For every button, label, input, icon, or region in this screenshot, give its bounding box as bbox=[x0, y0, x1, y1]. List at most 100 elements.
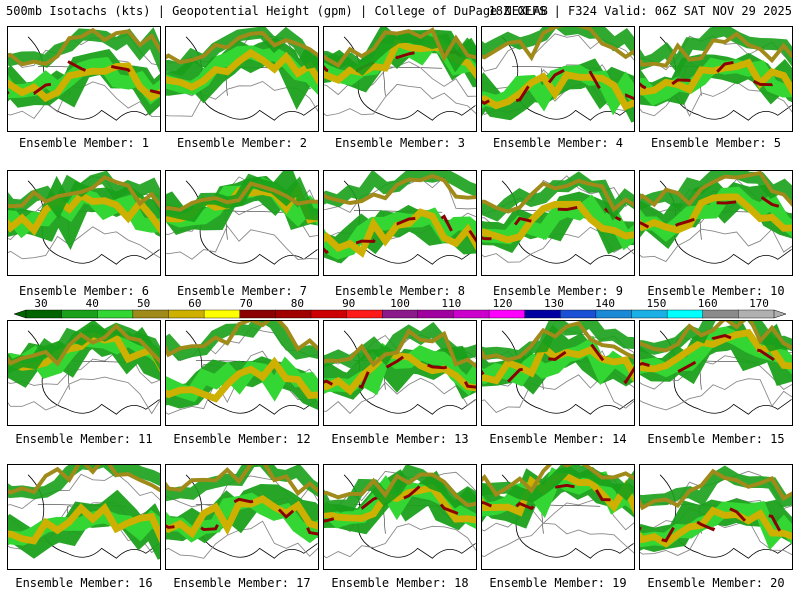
colorbar-right-arrow bbox=[773, 309, 786, 319]
panel-caption: Ensemble Member: 3 bbox=[334, 136, 466, 150]
jet-band-secondary-core bbox=[166, 30, 318, 65]
ensemble-map-panel bbox=[481, 170, 635, 276]
height-contour bbox=[166, 225, 318, 260]
jet-band-secondary-core bbox=[324, 27, 476, 68]
ensemble-map-panel bbox=[481, 320, 635, 426]
height-contour bbox=[324, 523, 476, 559]
ensemble-map-panel bbox=[7, 26, 161, 132]
colorbar-tick-label: 90 bbox=[342, 297, 356, 310]
ensemble-map-panel bbox=[165, 170, 319, 276]
panel-caption: Ensemble Member: 12 bbox=[173, 432, 311, 446]
run-info: 18Z GEFS | F324 Valid: 06Z SAT NOV 29 20… bbox=[488, 4, 792, 18]
coastline bbox=[185, 330, 318, 415]
panel-caption: Ensemble Member: 17 bbox=[173, 576, 311, 590]
colorbar-tick-label: 150 bbox=[646, 297, 667, 310]
colorbar-segment bbox=[666, 309, 704, 319]
colorbar-segment bbox=[61, 309, 98, 319]
colorbar-segment bbox=[488, 309, 526, 319]
jet-band-secondary-core bbox=[640, 171, 792, 208]
jet-band-core bbox=[166, 48, 318, 92]
panel-caption: Ensemble Member: 2 bbox=[176, 136, 308, 150]
panel-caption: Ensemble Member: 4 bbox=[492, 136, 624, 150]
colorbar-tick-label: 50 bbox=[136, 297, 151, 310]
ensemble-map-panel bbox=[323, 26, 477, 132]
panel-caption: Ensemble Member: 5 bbox=[650, 136, 782, 150]
jet-band-secondary-core bbox=[482, 465, 634, 498]
jet-max bbox=[640, 333, 792, 374]
jet-band-secondary bbox=[8, 465, 160, 500]
panel-caption: Ensemble Member: 6 bbox=[18, 284, 150, 298]
colorbar-tick-label: 30 bbox=[34, 297, 48, 310]
colorbar-segment bbox=[631, 309, 668, 319]
jet-band-secondary bbox=[640, 27, 792, 75]
jet-band-core bbox=[324, 483, 476, 524]
jet-max bbox=[482, 341, 634, 385]
colorbar-segment bbox=[702, 309, 739, 319]
panel-caption: Ensemble Member: 9 bbox=[492, 284, 624, 298]
jet-max bbox=[482, 478, 634, 516]
ensemble-map-panel bbox=[323, 320, 477, 426]
panel-caption: Ensemble Member: 19 bbox=[489, 576, 627, 590]
jet-band-core bbox=[324, 208, 476, 258]
jet-max bbox=[166, 497, 318, 536]
jet-band-secondary-core bbox=[166, 465, 318, 497]
jet-max bbox=[324, 214, 476, 255]
jet-band-core bbox=[640, 193, 792, 234]
colorbar-tick-label: 110 bbox=[441, 297, 462, 310]
panel-caption: Ensemble Member: 8 bbox=[334, 284, 466, 298]
ensemble-map-panel bbox=[639, 26, 793, 132]
ensemble-map-panel bbox=[7, 170, 161, 276]
coastline bbox=[343, 180, 476, 265]
jet-max bbox=[482, 204, 634, 241]
height-contour bbox=[324, 83, 476, 117]
panel-caption: Ensemble Member: 7 bbox=[176, 284, 308, 298]
jet-band-core bbox=[482, 70, 634, 111]
jet-band-secondary-core bbox=[640, 31, 792, 68]
ensemble-map-panel bbox=[639, 464, 793, 570]
height-contour bbox=[482, 496, 634, 532]
height-contour bbox=[8, 376, 160, 415]
jet-band-secondary-core bbox=[166, 181, 318, 212]
colorbar-segment bbox=[25, 309, 63, 319]
height-contour bbox=[482, 374, 634, 413]
colorbar-segment bbox=[132, 309, 169, 319]
map-title: 500mb Isotachs (kts) | Geopotential Heig… bbox=[6, 4, 548, 18]
color-scale-bar bbox=[14, 309, 786, 319]
ensemble-map-panel bbox=[165, 464, 319, 570]
jet-band-secondary-core bbox=[324, 472, 476, 508]
jet-band-secondary-core bbox=[8, 323, 160, 367]
jet-band-secondary bbox=[324, 171, 476, 208]
colorbar-segment bbox=[168, 309, 205, 319]
jet-band-secondary bbox=[482, 27, 634, 58]
coastline bbox=[27, 474, 160, 559]
ensemble-map-panel bbox=[165, 320, 319, 426]
panel-caption: Ensemble Member: 14 bbox=[489, 432, 627, 446]
jet-max bbox=[640, 60, 792, 94]
panel-caption: Ensemble Member: 15 bbox=[647, 432, 785, 446]
jet-band-secondary-core bbox=[482, 321, 634, 363]
ensemble-map-panel bbox=[323, 170, 477, 276]
panel-caption: Ensemble Member: 1 bbox=[18, 136, 150, 150]
colorbar-segment bbox=[453, 309, 490, 319]
colorbar-segment bbox=[275, 309, 312, 319]
jet-band-core bbox=[482, 200, 634, 244]
jet-band-secondary-core bbox=[8, 175, 160, 209]
coastline bbox=[659, 474, 792, 559]
height-contour bbox=[640, 81, 792, 117]
colorbar-tick-label: 120 bbox=[492, 297, 513, 310]
jet-band-secondary bbox=[640, 321, 792, 355]
jet-band-secondary bbox=[482, 465, 634, 503]
jet-band-core bbox=[166, 356, 318, 403]
jet-band-secondary-core bbox=[482, 27, 634, 62]
height-contour bbox=[8, 33, 160, 68]
colorbar-segment bbox=[203, 309, 241, 319]
jet-band-secondary-core bbox=[8, 27, 160, 67]
ensemble-map-panel bbox=[165, 26, 319, 132]
colorbar-tick-label: 40 bbox=[85, 297, 99, 310]
jet-max bbox=[482, 67, 634, 106]
panel-caption: Ensemble Member: 20 bbox=[647, 576, 785, 590]
height-contour bbox=[8, 472, 160, 510]
panel-caption: Ensemble Member: 13 bbox=[331, 432, 469, 446]
ensemble-map-panel bbox=[323, 464, 477, 570]
jet-max bbox=[324, 351, 476, 390]
